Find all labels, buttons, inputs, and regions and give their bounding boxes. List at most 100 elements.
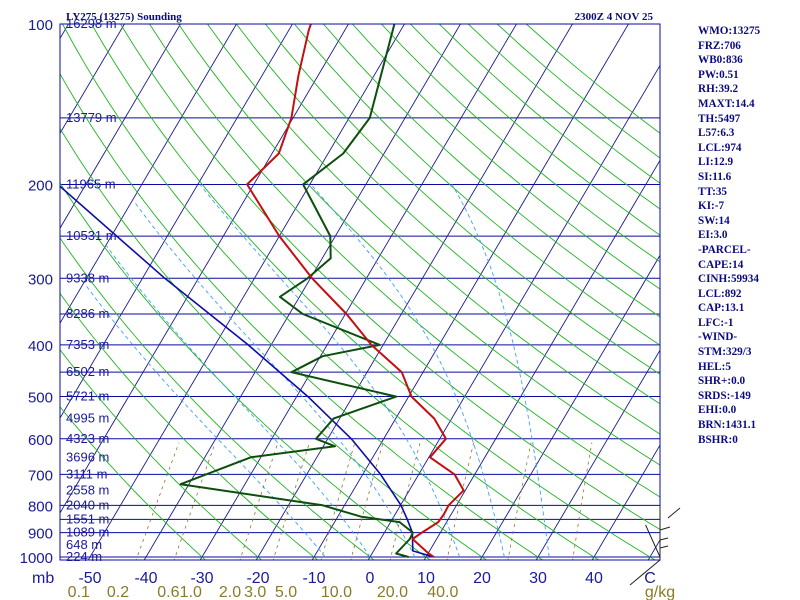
stat-item: BRN:1431.1 — [698, 419, 757, 432]
temp-tick-label: 30 — [529, 570, 547, 587]
grid — [0, 12, 660, 568]
stat-item: LI:12.9 — [698, 156, 734, 169]
pressure-label: 500 — [28, 390, 53, 407]
moist-adiabat — [310, 184, 505, 558]
mixing-ratio-label: 1.0 — [180, 584, 202, 600]
temp-tick-label: 20 — [473, 570, 491, 587]
isotherm — [60, 24, 181, 230]
stat-item: WB0:836 — [698, 54, 743, 67]
isotherm — [60, 24, 125, 135]
isotherm — [479, 254, 660, 560]
stat-item: CAP:13.1 — [698, 302, 745, 315]
height-label: 7353 m — [66, 337, 109, 352]
wind-profile — [629, 505, 681, 586]
temp-tick-label: -50 — [78, 570, 101, 587]
stat-item: KI:-7 — [698, 200, 725, 213]
dry-adiabat — [60, 72, 544, 560]
pressure-label: 700 — [28, 467, 53, 484]
isotherm — [255, 24, 573, 560]
isotherm — [60, 24, 349, 514]
temp-tick-label: 10 — [417, 570, 435, 587]
stat-item: BSHR:0 — [698, 433, 738, 446]
height-label: 224 m — [66, 549, 102, 564]
isotherm — [60, 24, 69, 40]
temp-tick-label: -20 — [246, 570, 269, 587]
pressure-label: 100 — [28, 17, 53, 34]
pressure-label: 300 — [28, 271, 53, 288]
height-label: 6502 m — [66, 364, 109, 379]
height-label: 9338 m — [66, 270, 109, 285]
stat-item: L57:6.3 — [698, 127, 735, 140]
wind-barb — [645, 524, 661, 558]
dry-adiabat — [236, 24, 660, 405]
chart-timestamp: 2300Z 4 NOV 25 — [575, 11, 654, 23]
mixing-ratio-label: 0.6 — [157, 584, 179, 600]
mixing-ratio-line — [135, 442, 180, 560]
isotherm — [0, 12, 19, 568]
temp-tick-label: 40 — [585, 570, 603, 587]
stat-item: TH:5497 — [698, 112, 741, 125]
isotherm — [87, 24, 405, 560]
mixing-ratio-label: 5.0 — [275, 584, 297, 600]
temp-tick-label: -10 — [302, 570, 325, 587]
stat-item: STM:329/3 — [698, 346, 752, 359]
dry-adiabat — [62, 24, 600, 560]
stat-item: SRDS:-149 — [698, 389, 751, 402]
stat-item: FRZ:706 — [698, 39, 741, 52]
height-label: 1551 m — [66, 511, 109, 526]
moist-adiabat — [199, 184, 461, 558]
plot-frame — [59, 23, 661, 561]
height-label: 11965 m — [66, 176, 116, 191]
dry-adiabat — [207, 24, 660, 435]
wind-barb-tick — [659, 526, 671, 531]
isotherm — [60, 24, 237, 324]
stat-item: SI:11.6 — [698, 170, 732, 183]
stat-item: HEL:5 — [698, 360, 731, 373]
dry-adiabat — [352, 24, 660, 290]
dry-adiabat — [60, 237, 375, 560]
temp-tick-label: 0 — [366, 570, 375, 587]
height-label: 16298 m — [66, 16, 117, 31]
pressure-unit-label: mb — [32, 570, 54, 587]
dry-adiabat — [381, 24, 660, 263]
mixing-ratio-label: 10.0 — [321, 584, 352, 600]
moist-adiabat — [85, 285, 326, 558]
mixing-ratio-label: 0.2 — [107, 584, 129, 600]
height-label: 648 m — [66, 537, 102, 552]
mixing-ratio-line — [320, 442, 356, 560]
temp-tick-label: -30 — [190, 570, 213, 587]
dry-adiabat — [60, 182, 431, 560]
mixing-ratio-line — [239, 442, 279, 560]
dry-adiabat — [60, 292, 319, 560]
dry-adiabat — [323, 24, 660, 318]
isotherm — [199, 24, 517, 560]
dry-adiabat — [60, 127, 488, 560]
height-label: 2558 m — [66, 482, 109, 497]
wind-barb-tick — [659, 537, 669, 541]
height-label: 5721 m — [66, 389, 109, 404]
height-label: 4995 m — [66, 411, 109, 426]
stat-item: -PARCEL- — [698, 243, 751, 256]
pressure-label: 800 — [28, 498, 53, 515]
stat-item: LCL:892 — [698, 287, 742, 300]
temperature-trace — [246, 24, 465, 558]
stat-item: EI:3.0 — [698, 229, 728, 242]
temp-tick-label: C — [644, 570, 656, 587]
dry-adiabat — [120, 24, 660, 531]
stat-item: MAXT:14.4 — [698, 97, 755, 110]
mixing-ratio-label: 0.1 — [68, 584, 90, 600]
isotherm — [60, 24, 293, 419]
height-label: 10531 m — [66, 228, 117, 243]
wind-barb-tick — [659, 545, 669, 549]
mixing-ratio-label: 2.0 — [219, 584, 241, 600]
mixing-ratio-line — [389, 442, 421, 560]
stability-indices: WMO:13275 FRZ:706 WB0:836 PW:0.51 RH:39.2 MAX… — [698, 24, 760, 447]
isotherm — [367, 64, 660, 560]
isotherm — [143, 24, 461, 560]
mixing-ratio-line — [272, 442, 310, 560]
mixing-ratio-line — [572, 442, 593, 560]
stat-item: TT:35 — [698, 185, 728, 198]
mixing-ratio-label: 40.0 — [427, 584, 458, 600]
